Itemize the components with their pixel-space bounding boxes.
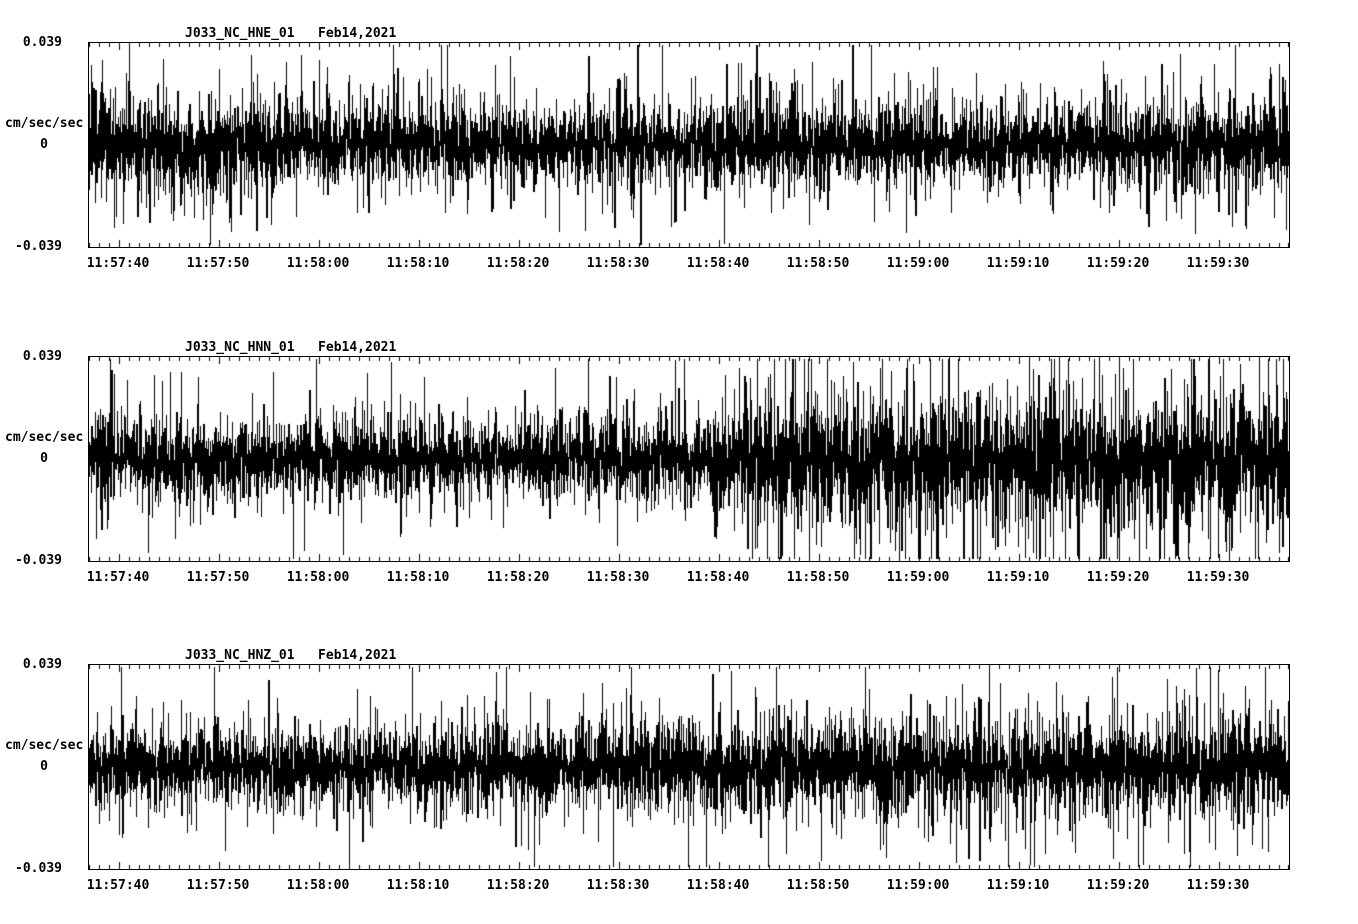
x-tick-label: 11:58:10	[386, 256, 450, 271]
y-axis-tick-max: 0.039	[22, 349, 62, 364]
x-tick-label: 11:59:00	[886, 878, 950, 893]
x-tick-label: 11:58:50	[786, 878, 850, 893]
y-axis-tick-max: 0.039	[22, 35, 62, 50]
x-tick-label: 11:58:50	[786, 570, 850, 585]
y-axis-unit-label: cm/sec/sec	[5, 738, 84, 753]
x-axis-tick-labels: 11:57:40 11:57:50 11:58:00 11:58:10 11:58:20…	[87, 878, 1290, 894]
x-tick-label: 11:59:00	[886, 256, 950, 271]
x-tick-label: 11:59:20	[1086, 878, 1150, 893]
x-tick-label: 11:57:40	[86, 878, 150, 893]
x-tick-label: 11:58:40	[686, 570, 750, 585]
y-axis-unit-label: cm/sec/sec	[5, 430, 84, 445]
seismogram-panel-hne: J033_NC_HNE_01 Feb14,2021 0.039 cm/sec/s…	[0, 20, 1358, 320]
x-tick-label: 11:58:30	[586, 256, 650, 271]
y-axis-tick-min: -0.039	[15, 239, 62, 254]
x-tick-label: 11:58:10	[386, 570, 450, 585]
x-axis-tick-labels: 11:57:40 11:57:50 11:58:00 11:58:10 11:58:20…	[87, 256, 1290, 272]
x-tick-label: 11:57:50	[186, 570, 250, 585]
seismogram-panel-hnn: J033_NC_HNN_01 Feb14,2021 0.039 cm/sec/s…	[0, 334, 1358, 634]
x-tick-label: 11:59:00	[886, 570, 950, 585]
x-tick-label: 11:58:00	[286, 570, 350, 585]
x-tick-label: 11:57:40	[86, 256, 150, 271]
waveform-trace	[89, 357, 1289, 561]
x-tick-label: 11:58:00	[286, 878, 350, 893]
x-tick-label: 11:57:40	[86, 570, 150, 585]
x-tick-label: 11:59:30	[1186, 570, 1250, 585]
y-axis-tick-zero: 0	[40, 759, 48, 774]
y-axis-unit-label: cm/sec/sec	[5, 116, 84, 131]
x-tick-label: 11:58:50	[786, 256, 850, 271]
y-axis-tick-min: -0.039	[15, 553, 62, 568]
trace-title: J033_NC_HNN_01 Feb14,2021	[185, 340, 397, 355]
trace-title: J033_NC_HNZ_01 Feb14,2021	[185, 648, 397, 663]
x-tick-label: 11:58:40	[686, 256, 750, 271]
y-axis-tick-max: 0.039	[22, 657, 62, 672]
x-tick-label: 11:59:30	[1186, 878, 1250, 893]
x-tick-label: 11:59:10	[986, 256, 1050, 271]
trace-title: J033_NC_HNE_01 Feb14,2021	[185, 26, 397, 41]
x-tick-label: 11:58:00	[286, 256, 350, 271]
plot-frame	[88, 42, 1290, 248]
x-axis-tick-labels: 11:57:40 11:57:50 11:58:00 11:58:10 11:58:20…	[87, 570, 1290, 586]
x-tick-label: 11:57:50	[186, 256, 250, 271]
y-axis-tick-zero: 0	[40, 451, 48, 466]
waveform-trace	[89, 665, 1289, 869]
x-tick-label: 11:57:50	[186, 878, 250, 893]
seismogram-panel-hnz: J033_NC_HNZ_01 Feb14,2021 0.039 cm/sec/s…	[0, 642, 1358, 924]
y-axis-tick-min: -0.039	[15, 861, 62, 876]
x-tick-label: 11:58:10	[386, 878, 450, 893]
plot-frame	[88, 664, 1290, 870]
plot-frame	[88, 356, 1290, 562]
x-tick-label: 11:59:10	[986, 878, 1050, 893]
x-tick-label: 11:58:30	[586, 878, 650, 893]
x-tick-label: 11:58:20	[486, 878, 550, 893]
x-tick-label: 11:58:20	[486, 570, 550, 585]
waveform-trace	[89, 43, 1289, 247]
x-tick-label: 11:59:30	[1186, 256, 1250, 271]
y-axis-tick-zero: 0	[40, 137, 48, 152]
x-tick-label: 11:59:20	[1086, 570, 1150, 585]
x-tick-label: 11:58:30	[586, 570, 650, 585]
x-tick-label: 11:58:20	[486, 256, 550, 271]
x-tick-label: 11:59:10	[986, 570, 1050, 585]
x-tick-label: 11:59:20	[1086, 256, 1150, 271]
x-tick-label: 11:58:40	[686, 878, 750, 893]
